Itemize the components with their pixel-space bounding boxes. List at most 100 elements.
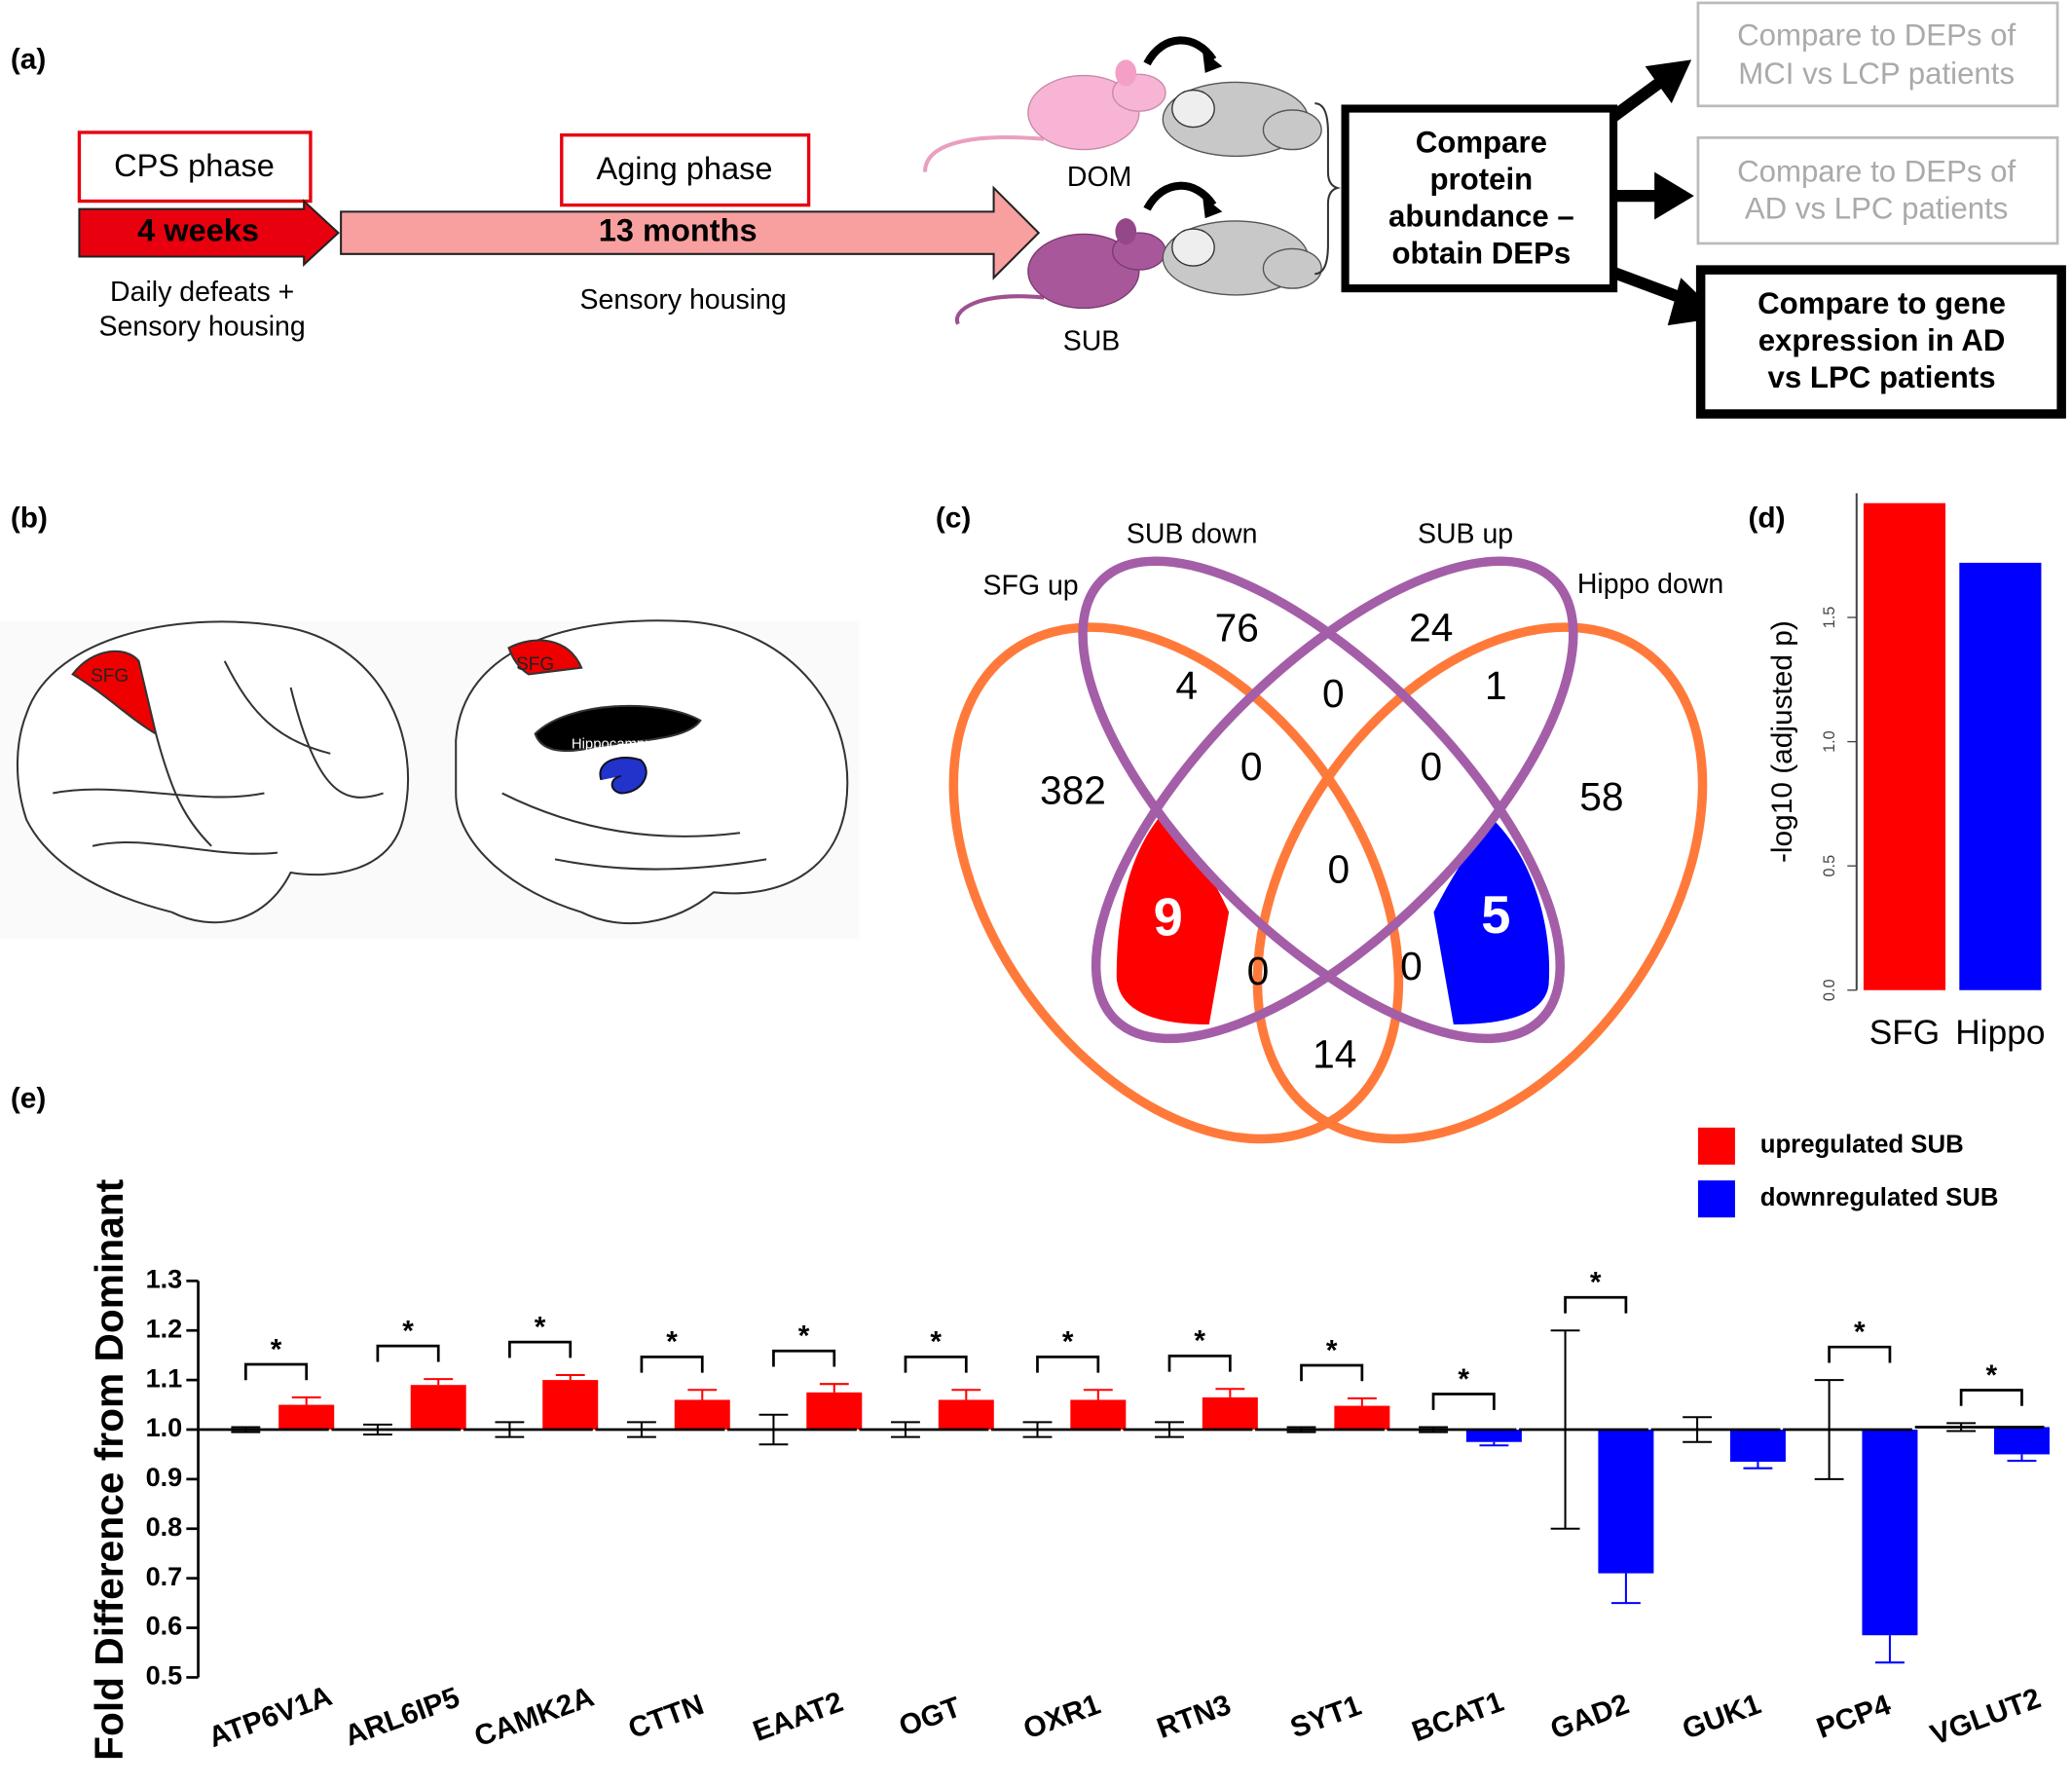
region-count: 9 — [1154, 888, 1183, 948]
panel-label: (d) — [1749, 502, 1786, 534]
region-count: 76 — [1215, 605, 1259, 650]
legend-label: upregulated SUB — [1760, 1132, 1964, 1159]
x-tick-label: OGT — [895, 1691, 965, 1742]
group-label: DOM — [1067, 162, 1131, 193]
venn-sets — [948, 556, 1708, 1144]
x-tick-label: Hippo — [1955, 1014, 2045, 1052]
bar — [1729, 1430, 1786, 1463]
legend-swatch — [1697, 1180, 1735, 1218]
panel-label: (c) — [936, 502, 971, 534]
phase-label: CPS phase — [114, 148, 275, 183]
x-tick-label: SFG — [1869, 1014, 1940, 1052]
bar — [542, 1380, 599, 1430]
phase-box — [77, 130, 313, 204]
x-tick-label: CTTN — [624, 1689, 708, 1745]
bar — [806, 1392, 863, 1430]
significance-bracket — [508, 1340, 573, 1358]
significance-bracket — [1431, 1393, 1496, 1410]
significance-bracket — [640, 1356, 704, 1373]
bar — [1070, 1399, 1127, 1430]
significance-bracket — [904, 1356, 968, 1373]
outcome-text: Compare to DEPs of — [1737, 19, 2016, 53]
set-label: Hippo down — [1577, 569, 1723, 600]
significance-star: * — [402, 1315, 414, 1347]
outcome-text: AD vs LPC patients — [1745, 191, 2009, 225]
mouse-sub — [954, 218, 1166, 325]
x-tick-label: GUK1 — [1679, 1688, 1765, 1745]
significance-star: * — [1458, 1363, 1469, 1395]
region-count: 5 — [1481, 885, 1510, 945]
x-tick-label: SYT1 — [1286, 1690, 1365, 1745]
bar — [1959, 562, 2042, 990]
x-tick-label: BCAT1 — [1408, 1686, 1508, 1748]
panel-label: (a) — [11, 44, 46, 76]
outcome-text: vs LPC patients — [1768, 360, 1996, 394]
significance-bracket — [1564, 1295, 1628, 1314]
x-tick-label: ATP6V1A — [204, 1680, 336, 1754]
bar — [278, 1404, 335, 1430]
significance-star: * — [798, 1321, 810, 1353]
significance-star: * — [1854, 1316, 1866, 1348]
bar — [1993, 1427, 2050, 1455]
x-tick-label: VGLUT2 — [1926, 1682, 2045, 1751]
duration: 13 months — [599, 213, 758, 248]
duration: 4 weeks — [137, 213, 259, 248]
region-label: Hippocampus — [572, 735, 660, 752]
significance-star: * — [1194, 1325, 1205, 1358]
significance-bracket — [244, 1362, 309, 1381]
outcome-text: Compare to gene — [1758, 286, 2006, 320]
y-axis-label: Fold Difference from Dominant — [87, 1178, 131, 1760]
brains — [1143, 36, 1342, 296]
y-tick-label: 1.0 — [146, 1412, 183, 1442]
significance-bracket — [772, 1349, 836, 1367]
x-tick-label: EAAT2 — [749, 1686, 847, 1748]
y-tick-label: 0.7 — [146, 1561, 183, 1591]
legend-swatch — [1697, 1127, 1735, 1165]
bar — [938, 1399, 994, 1430]
y-tick-label: 1.3 — [146, 1263, 183, 1293]
region-count: 24 — [1409, 605, 1453, 650]
x-tick-label: ARL6IP5 — [341, 1682, 464, 1753]
significance-bracket — [1036, 1356, 1100, 1373]
region-count: 0 — [1420, 744, 1442, 789]
y-tick-label: 1.0 — [1821, 730, 1838, 753]
significance-star: * — [1985, 1359, 1997, 1392]
x-tick-label: RTN3 — [1153, 1689, 1236, 1745]
bar — [1598, 1430, 1654, 1574]
x-tick-label: CAMK2A — [470, 1681, 598, 1754]
bar — [1334, 1405, 1390, 1430]
region-count: 382 — [1040, 767, 1106, 812]
set-label: SFG up — [982, 570, 1078, 601]
phase-arrow — [340, 185, 1041, 280]
region-count: 0 — [1400, 944, 1423, 988]
y-tick-label: 1.5 — [1821, 607, 1838, 629]
compare-text: abundance – — [1388, 199, 1574, 233]
significance-bracket — [1300, 1363, 1364, 1382]
outcome-box — [1696, 1, 2059, 108]
significance-bracket — [1828, 1345, 1892, 1363]
bar — [1465, 1430, 1522, 1442]
x-tick-label: OXR1 — [1019, 1689, 1105, 1746]
region-label: SFG — [516, 654, 554, 675]
region-count: 0 — [1322, 671, 1345, 716]
region-count: 14 — [1313, 1032, 1356, 1077]
y-tick-label: 0.5 — [146, 1660, 183, 1691]
phase-box — [560, 132, 811, 207]
phase-arrow — [78, 199, 340, 268]
significance-star: * — [1062, 1326, 1074, 1358]
panel-label: (b) — [11, 502, 48, 534]
venn-highlight — [1433, 819, 1550, 1025]
bar — [1863, 502, 1946, 990]
significance-star: * — [666, 1326, 678, 1358]
y-tick-label: 0.5 — [1821, 855, 1838, 877]
outcome-box — [1695, 265, 2066, 419]
compare-text: protein — [1429, 162, 1533, 196]
y-tick-label: 0.6 — [146, 1611, 183, 1641]
y-tick-label: 0.9 — [146, 1462, 183, 1492]
legend-label: downregulated SUB — [1760, 1184, 1999, 1211]
outcome-text: MCI vs LCP patients — [1738, 56, 2015, 91]
compare-text: obtain DEPs — [1391, 236, 1571, 270]
significance-bracket — [1167, 1354, 1232, 1372]
group-label: SUB — [1063, 325, 1121, 356]
outcome-text: expression in AD — [1758, 323, 2006, 357]
